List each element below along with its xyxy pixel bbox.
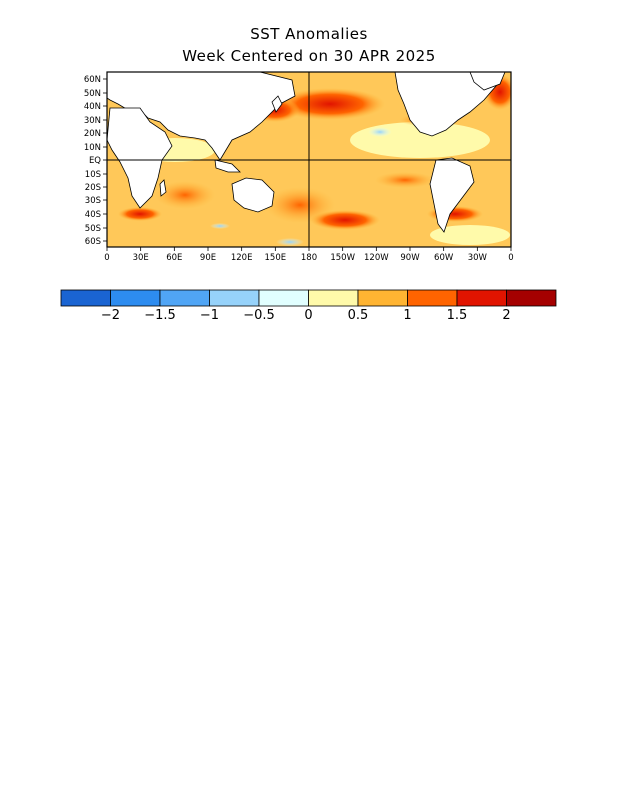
lat-label: EQ	[89, 156, 101, 166]
colorbar-swatch	[209, 289, 260, 307]
colorbar: −2 −1.5 −1 −0.5 0 0.5 1 1.5 2	[60, 289, 557, 323]
japan-islands	[271, 95, 283, 113]
lat-label: 60N	[84, 75, 101, 85]
lon-label: 90W	[400, 253, 420, 263]
colorbar-label: −1	[200, 308, 219, 323]
lat-label: 50S	[85, 224, 101, 234]
lon-label: 60W	[434, 253, 454, 263]
lon-label: 120E	[231, 253, 253, 263]
lat-label: 50N	[84, 89, 101, 99]
colorbar-label: 2	[502, 308, 510, 323]
colorbar-label: 1	[403, 308, 411, 323]
colorbar-label: −1.5	[144, 308, 176, 323]
lat-label: 30S	[85, 196, 101, 206]
lat-label: 40N	[84, 102, 101, 112]
lat-label: 10N	[84, 143, 101, 153]
colorbar-label: −2	[101, 308, 120, 323]
lon-label: 0	[104, 253, 109, 263]
colorbar-swatch	[407, 289, 458, 307]
lon-label: 90E	[200, 253, 216, 263]
south-america-land	[429, 157, 475, 233]
lon-label: 150E	[265, 253, 287, 263]
greenland-land	[469, 72, 506, 91]
colorbar-swatch	[60, 289, 111, 307]
lat-label: 40S	[85, 210, 101, 220]
map-title: SST Anomalies	[250, 25, 368, 43]
lon-label: 0	[508, 253, 513, 263]
colorbar-label: 1.5	[447, 308, 468, 323]
lon-label: 30E	[133, 253, 149, 263]
colorbar-swatch	[506, 289, 557, 307]
lat-label: 30N	[84, 116, 101, 126]
lon-label: 180	[301, 253, 317, 263]
lon-label: 150W	[330, 253, 355, 263]
lon-label: 30W	[468, 253, 488, 263]
lat-label: 20N	[84, 129, 101, 139]
lat-label: 20S	[85, 183, 101, 193]
colorbar-swatch	[357, 289, 408, 307]
map-subtitle: Week Centered on 30 APR 2025	[182, 47, 436, 65]
colorbar-swatch	[456, 289, 507, 307]
longitude-axis: 0 30E 60E 90E 120E 150E 180 150W 120W 90W 60W 30W 0	[104, 247, 514, 263]
north-america-land	[394, 72, 497, 137]
madagascar-island	[159, 179, 167, 197]
colorbar-label: 0	[304, 308, 312, 323]
colorbar-swatch	[110, 289, 161, 307]
eurasia-land	[107, 72, 296, 161]
lat-label: 60S	[85, 237, 101, 247]
colorbar-label: 0.5	[348, 308, 369, 323]
colorbar-swatch	[159, 289, 210, 307]
colorbar-swatch	[308, 289, 359, 307]
indonesia-islands	[214, 159, 241, 173]
colorbar-label: −0.5	[243, 308, 275, 323]
lon-label: 120W	[364, 253, 389, 263]
lon-label: 60E	[166, 253, 182, 263]
australia-land	[231, 177, 275, 213]
africa-land	[107, 107, 173, 209]
latitude-axis: 60N 50N 40N 30N 20N 10N EQ 10S 20S 30S 40S 50S 60S	[84, 75, 107, 247]
lat-label: 10S	[85, 170, 101, 180]
colorbar-swatch	[258, 289, 309, 307]
continents	[107, 72, 506, 233]
